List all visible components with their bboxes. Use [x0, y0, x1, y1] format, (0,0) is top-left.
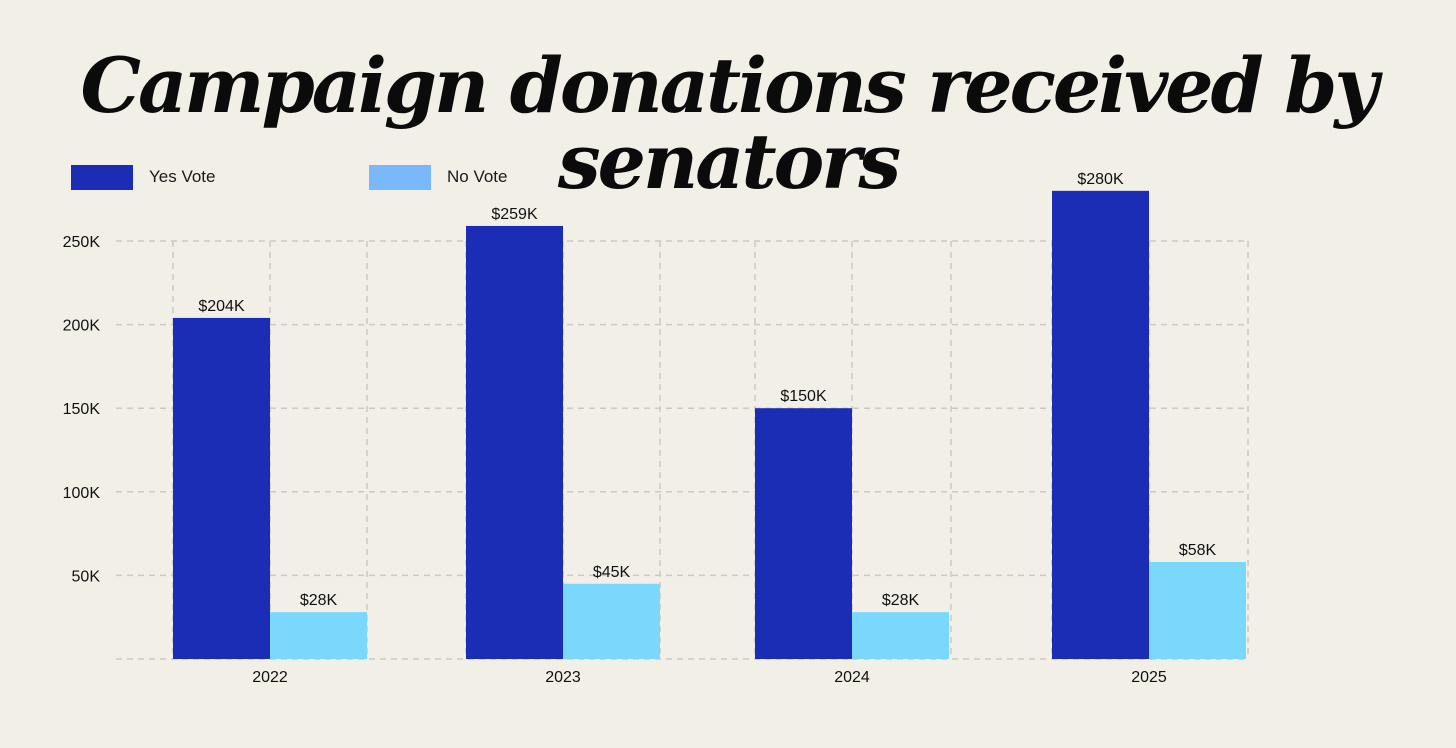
- legend-item-no-vote: No Vote: [369, 164, 508, 190]
- legend-swatch-no-vote: [369, 164, 431, 190]
- data-label-yes-2025: $280K: [1077, 171, 1124, 188]
- data-label-no-2023: $45K: [593, 564, 631, 581]
- data-label-no-2022: $28K: [300, 592, 338, 609]
- data-label-yes-2023: $259K: [491, 206, 538, 223]
- x-tick-label-2022: 2022: [252, 669, 288, 686]
- y-tick-label: 250K: [63, 234, 101, 251]
- legend-label-yes-vote: Yes Vote: [149, 167, 216, 186]
- y-tick-label: 50K: [72, 568, 101, 585]
- data-label-yes-2024: $150K: [780, 388, 827, 405]
- data-label-yes-2022: $204K: [198, 298, 245, 315]
- legend-swatch-yes-vote: [71, 164, 133, 190]
- legend-label-no-vote: No Vote: [447, 167, 508, 186]
- data-label-no-2024: $28K: [882, 592, 920, 609]
- bar-no-2024: [852, 612, 949, 659]
- bar-yes-2025: [1052, 190, 1149, 659]
- bar-yes-2024: [755, 408, 852, 659]
- y-tick-label: 200K: [63, 318, 101, 335]
- bar-yes-2023: [466, 225, 563, 659]
- y-tick-label: 150K: [63, 401, 101, 418]
- legend-item-yes-vote: Yes Vote: [71, 164, 216, 190]
- bar-no-2023: [563, 583, 660, 659]
- x-tick-label-2025: 2025: [1131, 669, 1167, 686]
- bar-yes-2022: [173, 317, 270, 659]
- bar-no-2025: [1149, 562, 1246, 659]
- y-tick-label: 100K: [63, 485, 101, 502]
- chart-title: Campaign donations received by senators: [80, 41, 1378, 206]
- data-label-no-2025: $58K: [1179, 542, 1217, 559]
- x-tick-label-2024: 2024: [834, 669, 870, 686]
- bar-no-2022: [270, 612, 367, 659]
- x-tick-label-2023: 2023: [545, 669, 581, 686]
